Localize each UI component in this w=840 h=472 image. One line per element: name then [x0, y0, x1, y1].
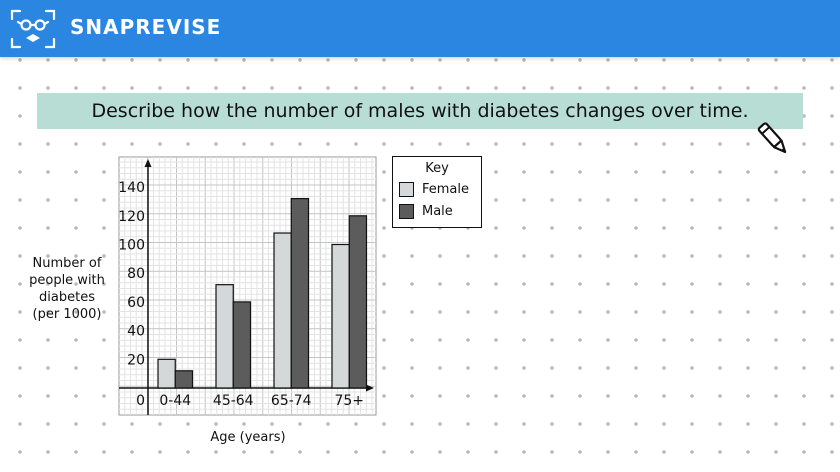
pencil-icon [757, 122, 787, 154]
bar-female-75 [331, 243, 350, 389]
x-tick-label: 0-44 [159, 393, 191, 409]
bar-male-044 [174, 370, 194, 389]
y-tick-label: 60 [127, 295, 145, 311]
x-tick-label: 45-64 [213, 393, 254, 409]
legend-title: Key [425, 161, 449, 176]
question-text: Describe how the number of males with di… [91, 100, 749, 122]
y-tick-label: 100 [118, 238, 145, 254]
y-tick-label: 80 [127, 266, 145, 282]
y-tick-label: 40 [127, 324, 145, 340]
bar-male-75 [348, 215, 368, 389]
legend-label-female: Female [422, 182, 470, 197]
legend-swatch-female [399, 182, 414, 197]
y-axis-label: Number of people with diabetes (per 1000) [20, 255, 114, 323]
y-axis-label-line: Number of [32, 256, 102, 271]
y-tick-label: 120 [118, 209, 145, 225]
brand-name: SNAPREVISE [70, 15, 222, 39]
bar-female-6574 [273, 232, 292, 389]
question-banner: Describe how the number of males with di… [37, 93, 803, 129]
y-tick-label: 20 [127, 352, 145, 368]
x-axis-arrow [366, 384, 374, 392]
header-bar: SNAPREVISE [0, 0, 840, 57]
legend-label-male: Male [422, 204, 453, 219]
y-axis-label-line: (per 1000) [32, 307, 102, 322]
x-axis-label: Age (years) [210, 430, 286, 445]
bar-male-6574 [290, 197, 310, 389]
x-tick-label: 65-74 [271, 393, 312, 409]
glasses-face-icon [10, 9, 56, 49]
bar-female-4564 [215, 284, 234, 389]
bar-female-044 [157, 358, 176, 389]
x-tick-label: 75+ [334, 393, 364, 409]
y-axis-label-line: people with [29, 273, 105, 288]
origin-label: 0 [136, 393, 145, 409]
y-axis-label-line: diabetes [39, 290, 95, 305]
y-tick-label: 140 [118, 180, 145, 196]
y-axis-arrow [144, 159, 152, 167]
legend-swatch-male [399, 204, 414, 219]
legend: Key Female Male [392, 156, 482, 228]
bar-male-4564 [232, 301, 252, 389]
